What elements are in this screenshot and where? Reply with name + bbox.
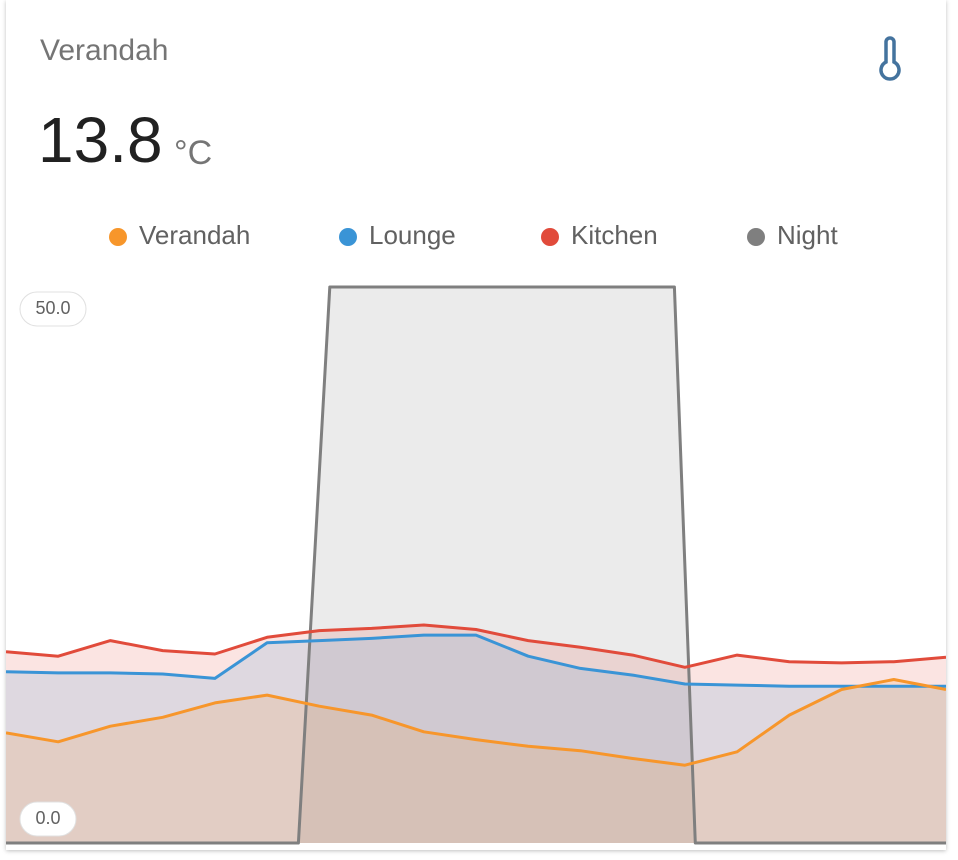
area xyxy=(6,625,946,843)
line xyxy=(6,633,946,688)
y-tick-label: 50.0 xyxy=(35,298,70,318)
unit: °C xyxy=(174,134,212,172)
legend-dot xyxy=(747,228,765,246)
y-label-badge xyxy=(19,801,77,837)
legend-dot xyxy=(339,228,357,246)
card-title: Verandah xyxy=(40,34,168,67)
legend-label: Lounge xyxy=(369,220,456,250)
area xyxy=(6,679,946,843)
current-value: 13.8 xyxy=(38,104,163,176)
legend-dot xyxy=(109,228,127,246)
y-label-badge xyxy=(19,291,87,327)
y-tick-label: 0.0 xyxy=(35,808,60,828)
legend-label: Kitchen xyxy=(571,220,658,250)
line xyxy=(6,285,946,845)
legend-label: Verandah xyxy=(139,220,250,250)
card: Verandah 13.8 °C Verandah Lounge Kitchen Ni… xyxy=(6,0,946,850)
legend-dot xyxy=(541,228,559,246)
line xyxy=(6,623,946,669)
thermometer-icon xyxy=(879,36,901,81)
chart: Verandah 13.8 °C Verandah Lounge Kitchen Ni… xyxy=(6,34,946,845)
line xyxy=(6,678,946,767)
legend-label: Night xyxy=(777,220,838,250)
area xyxy=(6,287,946,843)
